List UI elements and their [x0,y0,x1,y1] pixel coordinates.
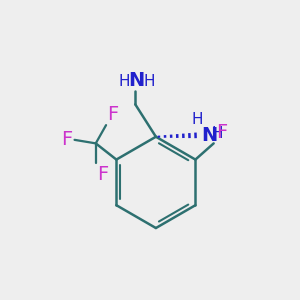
Text: N: N [128,70,145,90]
Text: F: F [61,130,72,149]
Text: H: H [211,126,223,141]
Text: H: H [191,112,203,127]
Text: F: F [107,105,119,124]
Text: H: H [118,74,130,89]
Text: F: F [97,165,109,184]
Text: H: H [143,74,154,89]
Text: F: F [216,123,227,142]
Text: N: N [201,126,217,146]
